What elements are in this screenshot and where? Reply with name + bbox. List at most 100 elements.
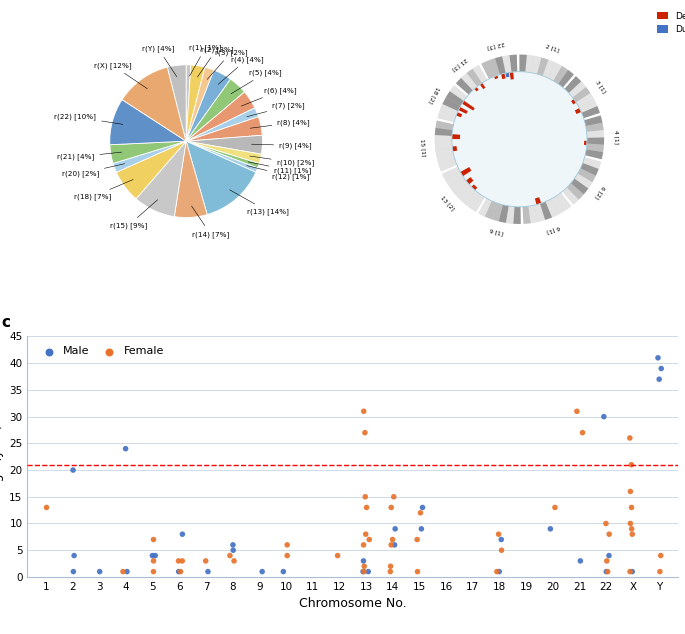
Point	[496, 534, 507, 545]
Wedge shape	[186, 141, 262, 164]
Polygon shape	[494, 75, 498, 79]
Point	[173, 556, 184, 566]
Polygon shape	[523, 193, 571, 224]
Point	[389, 540, 400, 550]
Polygon shape	[453, 182, 471, 198]
Polygon shape	[583, 157, 601, 169]
Point	[627, 529, 638, 540]
Point	[603, 529, 614, 540]
Point	[626, 524, 637, 534]
Wedge shape	[110, 100, 186, 145]
Point	[257, 567, 268, 577]
Point	[626, 460, 637, 470]
Polygon shape	[513, 207, 521, 224]
Polygon shape	[502, 55, 512, 73]
Point	[602, 567, 613, 577]
Polygon shape	[573, 87, 590, 102]
Legend: Male, Female: Male, Female	[33, 342, 169, 361]
Point	[493, 529, 504, 540]
Wedge shape	[186, 108, 258, 141]
Polygon shape	[473, 65, 487, 83]
Polygon shape	[562, 157, 601, 205]
Wedge shape	[113, 141, 186, 172]
Text: r(4) [4%]: r(4) [4%]	[218, 56, 263, 84]
Polygon shape	[571, 100, 576, 105]
Text: 4 [1]: 4 [1]	[613, 130, 619, 144]
Point	[388, 492, 399, 502]
Polygon shape	[442, 167, 460, 181]
Polygon shape	[571, 179, 588, 194]
Polygon shape	[482, 61, 495, 79]
Polygon shape	[492, 204, 503, 221]
Text: 13 [2]: 13 [2]	[440, 195, 455, 212]
Polygon shape	[449, 178, 467, 193]
Point	[656, 550, 667, 560]
Wedge shape	[186, 65, 191, 141]
Point	[625, 567, 636, 577]
Wedge shape	[186, 141, 259, 168]
Polygon shape	[438, 159, 457, 171]
Wedge shape	[186, 141, 256, 214]
Polygon shape	[435, 120, 457, 171]
Point	[361, 502, 372, 512]
Polygon shape	[556, 193, 571, 210]
Circle shape	[452, 72, 587, 207]
Polygon shape	[584, 115, 602, 126]
Text: r(2) [3%]: r(2) [3%]	[197, 46, 233, 77]
Text: 3 [1]: 3 [1]	[595, 79, 606, 94]
Polygon shape	[499, 205, 509, 223]
Polygon shape	[436, 148, 453, 157]
Text: r(8) [4%]: r(8) [4%]	[250, 119, 310, 128]
Polygon shape	[548, 63, 562, 81]
Polygon shape	[519, 55, 574, 87]
Polygon shape	[534, 204, 545, 222]
Polygon shape	[543, 60, 556, 78]
Polygon shape	[525, 55, 534, 72]
Polygon shape	[575, 174, 593, 188]
Polygon shape	[459, 107, 468, 114]
Point	[227, 545, 238, 555]
Point	[282, 540, 292, 550]
Point	[175, 567, 186, 577]
Polygon shape	[442, 167, 484, 212]
Wedge shape	[186, 65, 205, 141]
Polygon shape	[456, 78, 473, 94]
Polygon shape	[545, 199, 559, 217]
Polygon shape	[438, 86, 467, 122]
Point	[364, 534, 375, 545]
Wedge shape	[186, 92, 255, 141]
Wedge shape	[186, 67, 214, 141]
Text: b: b	[380, 0, 391, 3]
Point	[601, 519, 612, 529]
Wedge shape	[186, 117, 262, 141]
Polygon shape	[466, 68, 482, 86]
Polygon shape	[452, 134, 460, 139]
Point	[150, 550, 161, 560]
Point	[332, 550, 343, 560]
Wedge shape	[186, 135, 262, 154]
Polygon shape	[567, 183, 584, 200]
Text: r(11) [1%]: r(11) [1%]	[248, 162, 312, 174]
Point	[494, 567, 505, 577]
Polygon shape	[450, 86, 467, 101]
Polygon shape	[562, 188, 579, 205]
Point	[147, 550, 158, 560]
Text: r(20) [2%]: r(20) [2%]	[62, 164, 125, 177]
Point	[390, 524, 401, 534]
Text: r(18) [7%]: r(18) [7%]	[74, 179, 134, 200]
Wedge shape	[186, 70, 231, 141]
Point	[358, 556, 369, 566]
Point	[358, 540, 369, 550]
Polygon shape	[462, 101, 475, 110]
Polygon shape	[575, 108, 581, 114]
Text: r(12) [1%]: r(12) [1%]	[247, 165, 310, 180]
Text: r(22) [10%]: r(22) [10%]	[54, 113, 123, 124]
Point	[601, 567, 612, 577]
Text: r(15) [9%]: r(15) [9%]	[110, 200, 158, 229]
Point	[203, 567, 214, 577]
Text: r(13) [14%]: r(13) [14%]	[229, 190, 289, 215]
Polygon shape	[587, 130, 604, 138]
Point	[120, 444, 131, 454]
X-axis label: Chromosome No.: Chromosome No.	[299, 597, 407, 611]
Point	[496, 545, 507, 555]
